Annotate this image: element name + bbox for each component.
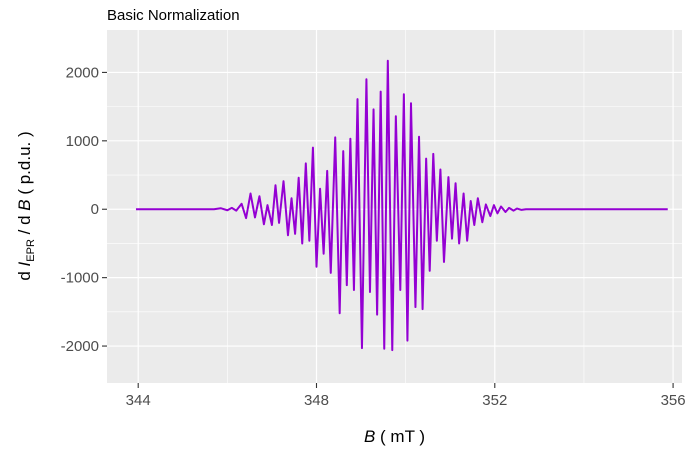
- y-tick-label: 0: [91, 201, 99, 218]
- axis-ticks: [102, 71, 674, 388]
- y-axis-label-d: d: [15, 266, 34, 280]
- tick-labels: 344 348 352 356 2000 1000 0 -1000 -2000: [61, 64, 686, 409]
- chart-title: Basic Normalization: [107, 7, 240, 24]
- y-tick-label: -1000: [61, 270, 99, 287]
- y-axis-label-mid: / d: [15, 211, 34, 239]
- x-tick-label: 352: [482, 392, 507, 409]
- x-axis-label: B ( mT ): [364, 427, 425, 446]
- y-tick-label: -2000: [61, 338, 99, 355]
- x-axis-label-unit: ( mT ): [375, 427, 425, 446]
- y-axis-label: d IEPR / d B ( p.d.u. ): [15, 131, 37, 280]
- y-axis-label-sub: EPR: [25, 239, 37, 262]
- y-tick-label: 2000: [66, 64, 99, 81]
- y-tick-label: 1000: [66, 133, 99, 150]
- x-tick-label: 344: [126, 392, 151, 409]
- x-tick-label: 348: [304, 392, 329, 409]
- x-tick-label: 356: [661, 392, 686, 409]
- y-axis-label-i: I: [15, 261, 34, 266]
- series-line: [135, 59, 668, 352]
- series-layer: [135, 59, 668, 352]
- x-axis-label-var: B: [364, 427, 375, 446]
- y-axis-label-b: B: [15, 199, 34, 210]
- y-axis-label-unit: ( p.d.u. ): [15, 131, 34, 199]
